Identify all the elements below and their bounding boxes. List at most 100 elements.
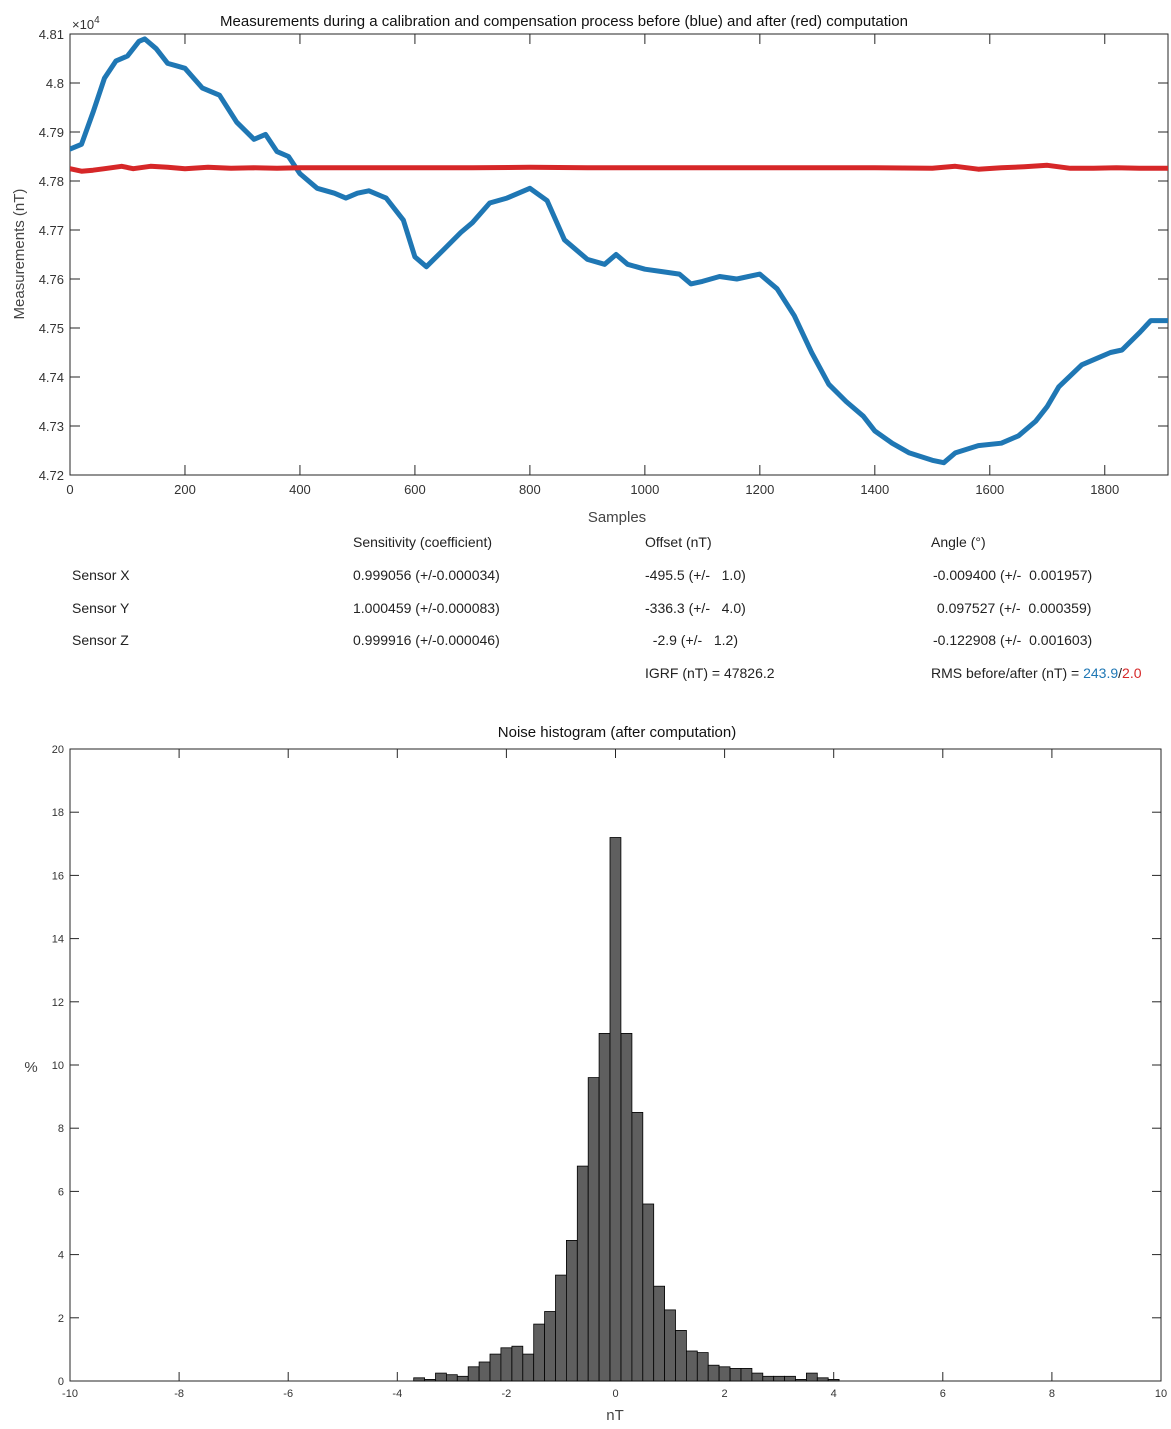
hist-y-tick-label: 0 [58, 1376, 64, 1388]
y-exponent-label: ×104 [72, 15, 100, 32]
header-offset: Offset (nT) [645, 534, 712, 550]
rms-before-value: 243.9 [1083, 665, 1119, 681]
histogram-bar [653, 1285, 666, 1382]
hist-x-tick-label: -10 [62, 1388, 78, 1400]
header-sensitivity: Sensitivity (coefficient) [353, 534, 493, 550]
hist-y-tick-label: 2 [58, 1313, 64, 1325]
histogram-bar [816, 1377, 829, 1382]
histogram-bar [445, 1374, 458, 1382]
row-label-sensor-y: Sensor Y [72, 600, 130, 616]
histogram-bar [827, 1379, 840, 1382]
histogram-bar [500, 1347, 513, 1382]
histogram-bar [707, 1364, 720, 1382]
histogram-bar [544, 1311, 556, 1382]
histogram-bar [609, 837, 622, 1382]
histogram-bar [533, 1323, 546, 1382]
rms-summary: RMS before/after (nT) = 243.9/2.0 [931, 665, 1142, 681]
histogram-bar [664, 1309, 676, 1382]
histogram-bar [675, 1330, 687, 1382]
hist-x-tick-label: -4 [392, 1388, 402, 1400]
histogram-y-label: % [24, 1059, 37, 1076]
histogram-bar [555, 1274, 567, 1382]
y-tick-label: 4.74 [39, 370, 64, 385]
histogram-title: Noise histogram (after computation) [498, 724, 736, 741]
hist-x-tick-label: 0 [612, 1388, 618, 1400]
hist-y-tick-label: 8 [58, 1123, 64, 1135]
histogram-bar [751, 1372, 764, 1382]
histogram-bar [467, 1366, 480, 1382]
histogram-bar [784, 1375, 796, 1382]
angle-sensor-x: -0.009400 (+/- 0.001957) [933, 567, 1093, 583]
offset-sensor-y: -336.3 (+/- 4.0) [645, 600, 746, 616]
row-label-sensor-z: Sensor Z [72, 632, 129, 648]
hist-y-tick-label: 18 [52, 807, 64, 819]
histogram-bar [795, 1379, 807, 1382]
histogram-bar [806, 1372, 818, 1382]
x-tick-label: 0 [66, 482, 73, 497]
y-tick-label: 4.79 [39, 125, 64, 140]
histogram-bar [478, 1361, 491, 1382]
histogram-bar [413, 1377, 426, 1382]
row-label-sensor-x: Sensor X [72, 567, 130, 583]
y-tick-label: 4.76 [39, 272, 64, 287]
histogram-bar [773, 1375, 786, 1382]
histogram-bar [511, 1345, 524, 1382]
sensitivity-sensor-y: 1.000459 (+/-0.000083) [353, 600, 500, 616]
angle-sensor-z: -0.122908 (+/- 0.001603) [933, 632, 1093, 648]
histogram-bar [424, 1379, 436, 1382]
hist-y-tick-label: 6 [58, 1186, 64, 1198]
hist-y-tick-label: 4 [58, 1250, 64, 1262]
histogram-bar [740, 1368, 753, 1382]
x-tick-label: 400 [289, 482, 311, 497]
line-chart-title: Measurements during a calibration and co… [220, 13, 908, 30]
histogram-bar [598, 1032, 611, 1382]
histogram-bar [729, 1368, 742, 1382]
hist-x-tick-label: 2 [722, 1388, 728, 1400]
sensitivity-sensor-x: 0.999056 (+/-0.000034) [353, 567, 500, 583]
line-chart-x-label: Samples [588, 509, 646, 526]
x-tick-label: 1200 [745, 482, 774, 497]
hist-x-tick-label: 8 [1049, 1388, 1055, 1400]
x-tick-label: 800 [519, 482, 541, 497]
hist-y-tick-label: 12 [52, 997, 64, 1009]
hist-y-tick-label: 20 [52, 744, 64, 756]
angle-sensor-y: 0.097527 (+/- 0.000359) [933, 600, 1092, 616]
sensitivity-sensor-z: 0.999916 (+/-0.000046) [353, 632, 500, 648]
histogram-bar [696, 1352, 709, 1382]
histogram-bar [642, 1203, 655, 1382]
hist-y-tick-label: 16 [52, 870, 64, 882]
line-chart-y-label: Measurements (nT) [11, 189, 28, 320]
histogram-bar [718, 1366, 731, 1382]
series-before-line [70, 36, 1168, 466]
histogram-bar [686, 1350, 698, 1382]
histogram-bar [576, 1165, 589, 1382]
y-tick-label: 4.78 [39, 174, 64, 189]
offset-sensor-z: -2.9 (+/- 1.2) [645, 632, 738, 648]
histogram-bar [522, 1353, 535, 1382]
x-tick-label: 1400 [860, 482, 889, 497]
hist-x-tick-label: 10 [1155, 1388, 1167, 1400]
hist-x-tick-label: -6 [283, 1388, 293, 1400]
x-tick-label: 200 [174, 482, 196, 497]
hist-x-tick-label: 6 [940, 1388, 946, 1400]
header-angle: Angle (°) [931, 534, 986, 550]
series-after-line [70, 162, 1168, 174]
histogram-bar [435, 1372, 447, 1382]
measurement-line-chart: Measurements during a calibration and co… [11, 13, 1169, 526]
histogram-bar [489, 1353, 502, 1382]
rms-label: RMS before/after (nT) = [931, 665, 1084, 681]
x-tick-label: 1600 [975, 482, 1004, 497]
hist-y-tick-label: 14 [52, 934, 64, 946]
rms-separator: / [1118, 665, 1123, 681]
y-tick-label: 4.81 [39, 27, 64, 42]
calibration-parameter-table: Sensitivity (coefficient) Offset (nT) An… [0, 528, 1171, 698]
x-tick-label: 1800 [1090, 482, 1119, 497]
histogram-bar [456, 1375, 469, 1382]
histogram-bar [631, 1111, 644, 1382]
y-exponent-power: 4 [94, 15, 100, 26]
igrf-value: IGRF (nT) = 47826.2 [645, 665, 775, 681]
y-tick-label: 4.8 [46, 76, 64, 91]
histogram-bar [566, 1240, 578, 1382]
y-tick-label: 4.77 [39, 223, 64, 238]
offset-sensor-x: -495.5 (+/- 1.0) [645, 567, 746, 583]
